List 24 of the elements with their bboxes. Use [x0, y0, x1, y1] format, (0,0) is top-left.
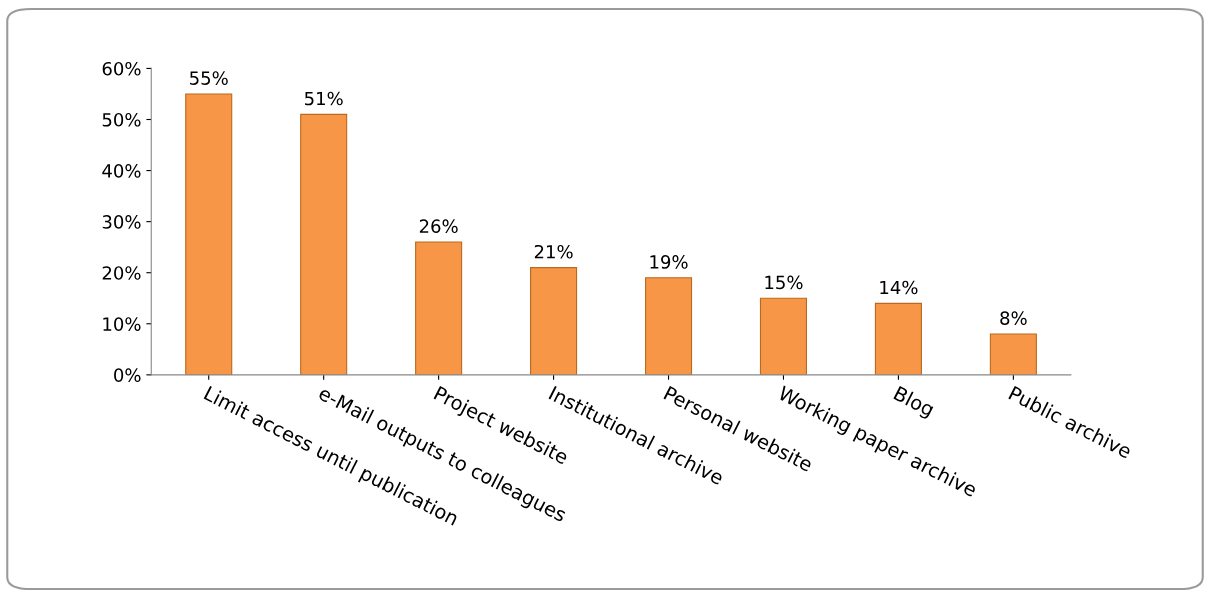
y-tick-label: 20%: [102, 266, 141, 280]
data-label: 21%: [534, 244, 573, 259]
bar: [530, 267, 578, 375]
y-tick-label: 60%: [102, 61, 141, 76]
data-label: 55%: [190, 71, 228, 85]
x-tick-label: Blog: [891, 385, 936, 421]
y-tick-label: 30%: [102, 215, 141, 229]
bar: [185, 93, 233, 375]
bar: [644, 277, 693, 375]
data-label: 19%: [650, 255, 688, 269]
data-label: 15%: [765, 275, 803, 290]
data-label: 26%: [419, 219, 458, 234]
bar: [874, 302, 922, 375]
bar: [415, 241, 463, 375]
y-tick-label: 10%: [103, 317, 141, 331]
data-label: 51%: [305, 91, 343, 106]
y-tick-label: 0%: [114, 368, 141, 382]
y-tick-label: 50%: [102, 112, 141, 127]
bar: [300, 113, 348, 375]
y-tick-label: 40%: [102, 164, 141, 178]
data-label: 8%: [1000, 311, 1027, 325]
bar: [989, 333, 1037, 375]
bar: [759, 297, 808, 375]
data-label: 14%: [880, 280, 918, 295]
